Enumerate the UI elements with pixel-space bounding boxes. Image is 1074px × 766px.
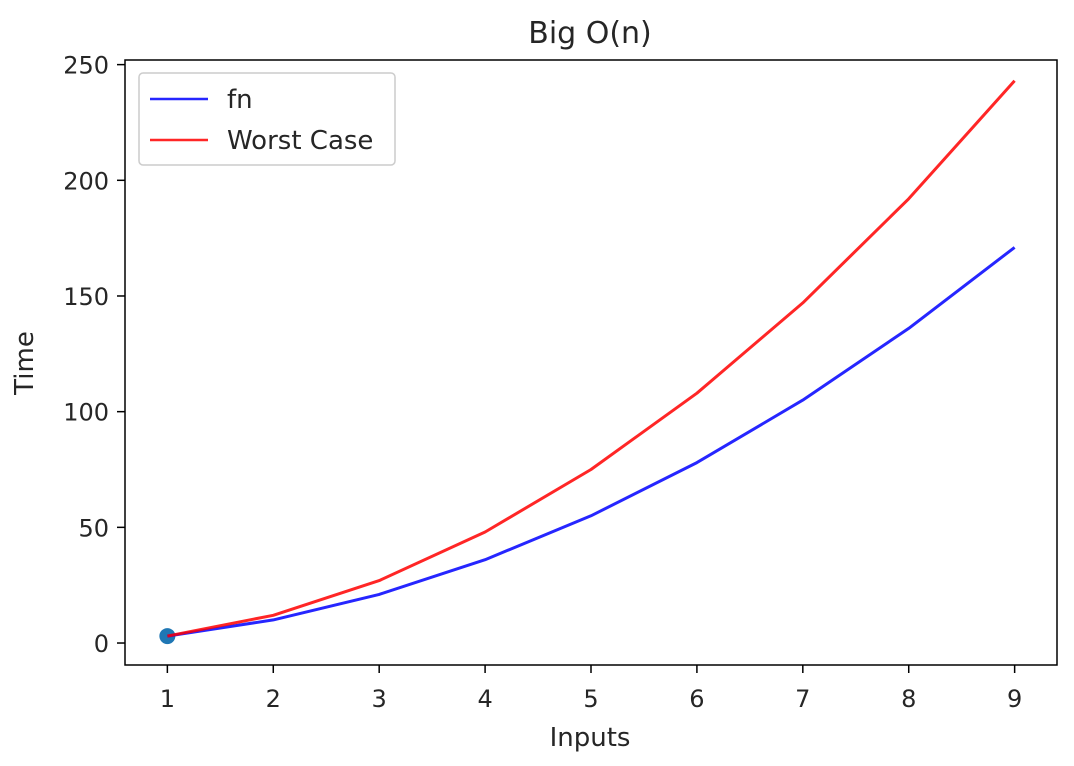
chart-title: Big O(n) xyxy=(528,16,652,51)
x-tick-label: 1 xyxy=(160,685,175,713)
x-axis-label: Inputs xyxy=(550,723,631,753)
y-tick-label: 150 xyxy=(63,283,109,311)
x-tick-label: 6 xyxy=(689,685,704,713)
series-layer xyxy=(167,79,1016,638)
legend: fn Worst Case xyxy=(138,72,396,166)
y-tick-label: 50 xyxy=(78,514,109,542)
x-tick-label: 5 xyxy=(583,685,598,713)
legend-box xyxy=(138,72,396,166)
data-point-marker xyxy=(159,628,176,645)
legend-label-worst-case: Worst Case xyxy=(227,126,373,156)
marker-layer xyxy=(159,628,176,645)
y-tick-label: 0 xyxy=(94,630,109,658)
series-line-worst-case xyxy=(167,79,1016,638)
series-line-fn xyxy=(167,246,1016,638)
x-tick-label: 2 xyxy=(266,685,281,713)
y-tick-label: 250 xyxy=(63,52,109,80)
x-tick-label: 8 xyxy=(901,685,916,713)
y-tick-label: 200 xyxy=(63,167,109,195)
y-axis: 0 50 100 150 200 250 xyxy=(63,52,125,658)
y-tick-label: 100 xyxy=(63,399,109,427)
x-tick-label: 4 xyxy=(477,685,492,713)
x-axis: 1 2 3 4 5 6 7 8 9 xyxy=(160,665,1022,713)
x-tick-label: 3 xyxy=(372,685,387,713)
x-tick-label: 7 xyxy=(795,685,810,713)
legend-label-fn: fn xyxy=(227,85,253,115)
y-axis-label: Time xyxy=(10,331,40,396)
x-tick-label: 9 xyxy=(1007,685,1022,713)
